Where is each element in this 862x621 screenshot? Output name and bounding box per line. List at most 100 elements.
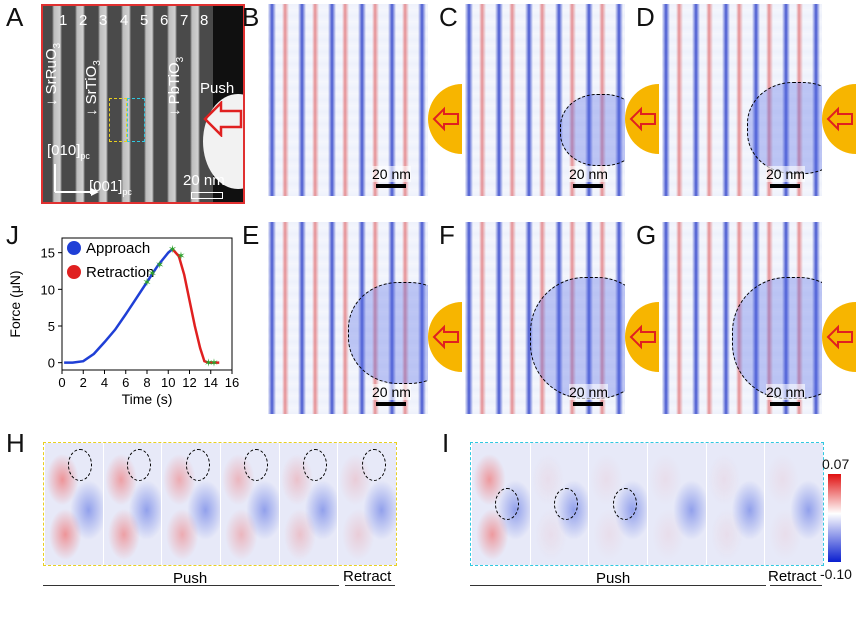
stem-pbtio3-label: ↓ PbTiO3 (166, 56, 186, 116)
time-marker: ✶ (168, 244, 177, 256)
x-axis-label: Time (s) (122, 391, 173, 407)
i-retract-text: Retract (768, 568, 817, 585)
panel-label-c: C (439, 2, 458, 32)
panel-label-e: E (242, 220, 260, 250)
i-strip (588, 443, 647, 565)
dashed-ellipse (612, 488, 637, 520)
polarization-map-b: 20 nm (268, 4, 428, 196)
x-tick-label: 4 (101, 375, 108, 390)
panel-label-d: D (636, 2, 655, 32)
stem-srruo3-label: ↓ SrRuO3 (43, 42, 63, 106)
y-tick-label: 15 (41, 246, 55, 261)
panel-label-a: A (6, 2, 24, 32)
time-marker: ✶ (209, 358, 218, 370)
push-tip-icon (428, 302, 462, 372)
domain-boundary (348, 282, 428, 384)
legend-label-approach: Approach (86, 240, 150, 257)
panel-label-b: B (242, 2, 260, 32)
h-push-text: Push (173, 570, 208, 587)
scale-text: 20 nm (569, 384, 608, 400)
stem-layer-number: 8 (200, 12, 209, 29)
x-tick-label: 0 (58, 375, 65, 390)
h-strip (278, 443, 338, 565)
panel-label-f: F (439, 220, 455, 250)
time-marker: ✶ (155, 259, 164, 271)
h-strip (44, 443, 103, 565)
push-tip-icon (822, 84, 856, 154)
stem-layer-number: 1 (59, 12, 68, 29)
time-marker: ✶ (148, 268, 157, 280)
push-tip-icon (822, 302, 856, 372)
legend-marker-approach (67, 241, 81, 255)
axes-arrow-icon (54, 164, 99, 196)
push-tip-icon (625, 302, 659, 372)
x-tick-label: 16 (225, 375, 239, 390)
stem-srtio3-label: ↓ SrTiO3 (83, 60, 103, 116)
stem-yellow-box (109, 98, 127, 142)
stem-layer-number: 2 (79, 12, 88, 29)
scale-text: 20 nm (569, 166, 608, 182)
domain-boundary (732, 277, 822, 399)
x-tick-label: 14 (204, 375, 218, 390)
legend-label-retraction: Retraction (86, 264, 154, 281)
scale-bar (573, 402, 603, 406)
x-tick-label: 2 (80, 375, 87, 390)
colorbar-min: -0.10 (820, 566, 852, 582)
polarization-map-e: 20 nm (268, 222, 428, 414)
panel-i-strips (470, 442, 824, 566)
h-retract-axis (345, 585, 395, 586)
dashed-ellipse (244, 449, 269, 481)
dashed-ellipse (554, 488, 579, 520)
scale-text: 20 nm (372, 166, 411, 182)
dashed-ellipse (68, 449, 93, 481)
stem-scale-text: 20 nm (183, 172, 225, 189)
time-marker: ✶ (142, 277, 151, 289)
x-tick-label: 12 (182, 375, 196, 390)
legend-marker-retraction (67, 265, 81, 279)
panel-h-strips (43, 442, 397, 566)
panel-label-g: G (636, 220, 657, 250)
series-line-retraction (171, 248, 220, 364)
polarization-map-c: 20 nm (465, 4, 625, 196)
domain-boundary (747, 82, 822, 174)
domain-boundary (530, 277, 625, 399)
time-marker: ✶ (204, 358, 213, 370)
i-push-text: Push (596, 570, 631, 587)
i-push-axis (470, 585, 766, 586)
i-strip (647, 443, 706, 565)
panel-label-h: H (6, 428, 25, 458)
series-line-approach (64, 248, 174, 364)
dashed-ellipse (495, 488, 520, 520)
h-strip (220, 443, 279, 565)
stem-dir-y: [010]pc (47, 142, 90, 161)
plot-frame (61, 237, 233, 371)
colorbar-max: 0.07 (822, 456, 850, 472)
dashed-ellipse (185, 449, 210, 481)
y-tick-label: 10 (41, 282, 55, 297)
scale-text: 20 nm (766, 384, 805, 400)
stem-layer-number: 5 (140, 12, 149, 29)
h-strip (102, 443, 162, 565)
scale-bar (376, 402, 406, 406)
push-tip-icon (428, 84, 462, 154)
scale-bar (573, 184, 603, 188)
x-tick-label: 8 (143, 375, 150, 390)
stem-scale-bar (191, 192, 223, 199)
panel-label-j: J (6, 220, 19, 250)
scale-bar (376, 184, 406, 188)
scale-bar (770, 402, 800, 406)
h-strip (161, 443, 220, 565)
y-axis-label: Force (μN) (7, 270, 23, 337)
polarization-map-d: 20 nm (662, 4, 822, 196)
i-strip (705, 443, 765, 565)
stem-push-text: Push (200, 80, 235, 97)
stem-layer-number: 7 (180, 12, 189, 29)
push-tip-icon (625, 84, 659, 154)
dashed-ellipse (303, 449, 328, 481)
colorbar (828, 474, 841, 562)
scale-text: 20 nm (766, 166, 805, 182)
stem-cyan-box (127, 98, 145, 142)
h-strip (337, 443, 396, 565)
